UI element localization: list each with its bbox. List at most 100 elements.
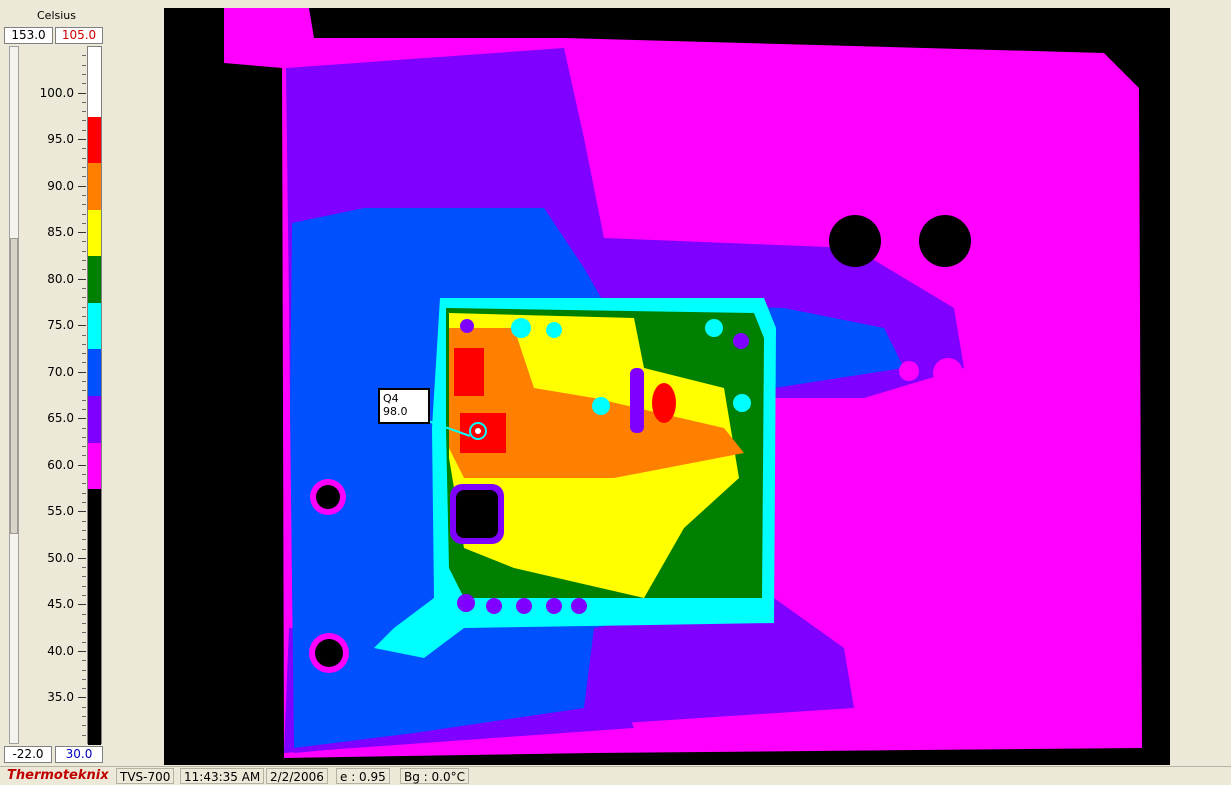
thermal-image-viewport[interactable]	[164, 8, 1170, 765]
scale-tick	[82, 390, 86, 392]
scale-tick-ruler: 100.0 95.0 90.0 85.0 80.0 75.0 70.0 65.0 60.0 55.…	[20, 46, 86, 744]
scale-tick-label: 85.0	[47, 225, 74, 240]
scale-tick	[82, 306, 86, 308]
thermal-blob	[592, 397, 610, 415]
scale-tick	[82, 502, 86, 504]
range-min-active-value[interactable]: 30.0	[55, 746, 103, 763]
marker-label: Q4	[383, 392, 399, 405]
mounting-hole	[919, 215, 971, 267]
range-max-value[interactable]: 153.0	[4, 27, 53, 44]
scale-tick	[78, 418, 86, 420]
scale-tick	[82, 204, 86, 206]
scale-tick	[82, 250, 86, 252]
scale-tick	[82, 660, 86, 662]
temperature-scale-panel	[0, 0, 160, 765]
scale-tick-label: 75.0	[47, 318, 74, 333]
scale-tick	[82, 353, 86, 355]
scale-tick	[82, 688, 86, 690]
scale-tick	[82, 83, 86, 85]
scale-tick	[82, 73, 86, 75]
scale-tick	[82, 669, 86, 671]
marker-callout[interactable]: Q4 98.0	[378, 388, 430, 424]
scale-tick	[82, 716, 86, 718]
thermal-hotspot	[454, 348, 484, 396]
mounting-hole	[829, 215, 881, 267]
scale-tick	[82, 408, 86, 410]
scale-tick	[82, 455, 86, 457]
scale-tick	[82, 166, 86, 168]
scale-tick	[82, 520, 86, 522]
palette-color-bar[interactable]	[87, 46, 102, 745]
palette-band	[88, 349, 101, 396]
thermal-image	[164, 8, 1170, 765]
scale-tick	[82, 213, 86, 215]
scale-tick-label: 90.0	[47, 178, 74, 193]
thermal-hotspot	[460, 413, 506, 453]
marker-crosshair-center	[475, 428, 481, 434]
scale-tick	[82, 120, 86, 122]
scale-tick	[82, 539, 86, 541]
thermal-ic-package	[456, 490, 498, 538]
scale-tick	[82, 632, 86, 634]
palette-band	[88, 256, 101, 303]
palette-band	[88, 209, 101, 257]
scale-scrollbar-thumb[interactable]	[10, 238, 18, 534]
thermal-blob	[733, 394, 751, 412]
scale-tick	[78, 371, 86, 373]
scale-tick	[82, 260, 86, 262]
scale-tick	[82, 623, 86, 624]
marker-value: 98.0	[383, 405, 408, 418]
palette-band	[88, 396, 101, 443]
scale-tick-label: 80.0	[47, 271, 74, 286]
scale-tick	[82, 492, 86, 494]
palette-band	[88, 47, 101, 117]
scale-tick	[82, 529, 86, 531]
scale-tick	[78, 278, 86, 280]
scale-tick-label: 40.0	[47, 643, 74, 658]
scale-tick	[82, 706, 86, 708]
scale-tick	[82, 436, 86, 438]
scale-tick	[82, 55, 86, 57]
scale-tick	[82, 483, 86, 485]
scale-tick	[78, 139, 86, 141]
thermal-blob	[546, 322, 562, 338]
marker-crosshair-icon[interactable]	[469, 422, 487, 440]
scale-unit-label: Celsius	[37, 9, 76, 22]
scale-tick	[82, 241, 86, 243]
scale-tick-label: 100.0	[39, 85, 74, 100]
scale-tick-label: 65.0	[47, 411, 74, 426]
thermal-blob	[933, 358, 963, 388]
scale-tick-label: 70.0	[47, 364, 74, 379]
scale-tick	[82, 576, 86, 578]
palette-band	[88, 116, 101, 164]
scale-tick	[82, 613, 86, 615]
scale-tick	[82, 334, 86, 336]
scale-tick	[78, 604, 86, 606]
thermal-blob	[571, 598, 587, 614]
scale-tick	[78, 185, 86, 187]
scale-tick	[82, 157, 86, 159]
scale-tick	[78, 697, 86, 699]
scale-tick	[82, 129, 86, 131]
background-temp: Bg : 0.0°C	[400, 768, 469, 784]
scale-tick	[78, 464, 86, 466]
scale-tick	[82, 194, 86, 196]
thermal-blob	[460, 319, 474, 333]
scale-tick-label: 50.0	[47, 550, 74, 565]
scale-tick	[82, 381, 86, 383]
scale-tick	[82, 585, 86, 587]
thermal-blob	[733, 333, 749, 349]
thermal-blob	[457, 594, 475, 612]
range-min-value[interactable]: -22.0	[4, 746, 52, 763]
thermal-blob	[486, 598, 502, 614]
palette-band	[88, 163, 101, 210]
scale-tick	[82, 148, 86, 150]
scale-tick	[78, 232, 86, 234]
scale-tick	[82, 287, 86, 289]
scale-tick	[82, 678, 86, 680]
scale-tick-label: 60.0	[47, 457, 74, 472]
scale-tick	[78, 557, 86, 559]
scale-tick	[82, 399, 86, 401]
camera-model: TVS-700	[116, 768, 175, 784]
range-max-active-value[interactable]: 105.0	[55, 27, 103, 44]
